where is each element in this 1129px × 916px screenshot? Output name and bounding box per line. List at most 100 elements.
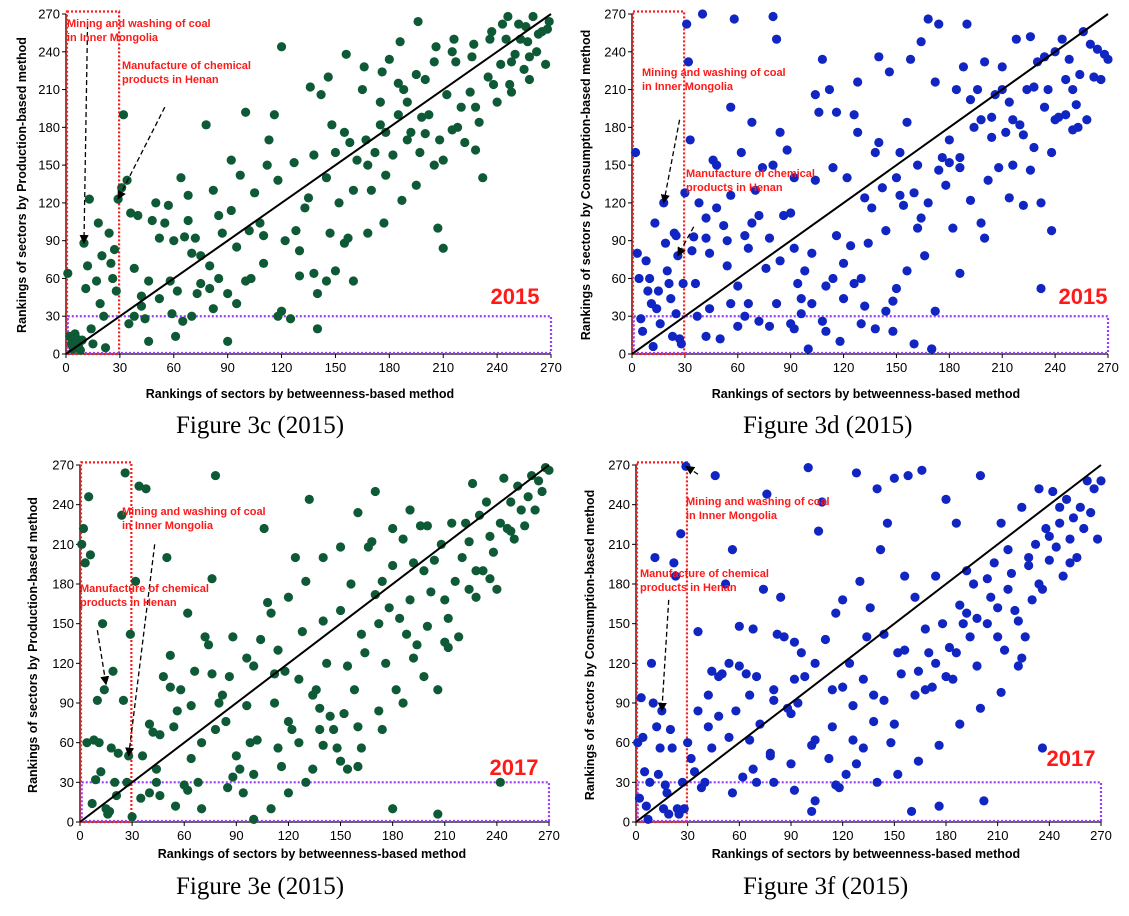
data-point (653, 286, 664, 296)
data-point (401, 629, 412, 639)
data-point (1082, 115, 1092, 125)
data-point (1046, 225, 1057, 236)
data-point (715, 334, 725, 344)
data-point (860, 301, 870, 311)
data-point (1003, 545, 1013, 555)
data-point (685, 135, 695, 145)
data-point (155, 730, 165, 740)
data-point (273, 175, 283, 185)
data-point (660, 780, 670, 790)
data-point (391, 685, 401, 695)
data-point (129, 311, 139, 321)
data-point (853, 127, 863, 137)
scatter-chart-4: 00 30 30 60 60 90 90 120 120 150 150 180 180 210 210 24… (583, 458, 1112, 862)
data-point (972, 661, 982, 671)
data-point (91, 276, 102, 286)
data-point (748, 764, 758, 774)
data-point (726, 299, 736, 309)
y-axis-title: Rankings of sectors by Consumption-based… (583, 490, 597, 800)
data-point (820, 634, 831, 645)
data-point (426, 587, 436, 597)
y-tick-label: 180 (604, 120, 626, 135)
data-point (176, 685, 186, 695)
x-tick-label: 180 (378, 360, 400, 375)
data-point (930, 77, 940, 87)
data-point (294, 271, 305, 281)
x-tick-label: 120 (833, 360, 855, 375)
data-point (190, 666, 200, 676)
data-point (474, 117, 484, 127)
data-point (228, 772, 238, 782)
data-point (187, 311, 197, 321)
data-point (411, 69, 421, 80)
data-point (1065, 534, 1075, 544)
data-point (520, 521, 530, 531)
data-point (1085, 39, 1095, 49)
data-point (443, 613, 453, 623)
data-point (190, 233, 200, 243)
data-point (187, 248, 197, 258)
data-point (789, 785, 800, 795)
data-point (842, 173, 852, 183)
x-tick-label: 150 (883, 828, 905, 843)
data-point (155, 790, 165, 801)
data-point (747, 218, 757, 228)
data-point (982, 574, 992, 584)
data-point (478, 566, 488, 576)
data-point (1011, 34, 1021, 44)
annotation-arrow (657, 599, 670, 712)
data-point (375, 97, 385, 107)
data-point (429, 555, 439, 565)
y-tick-label: 240 (52, 497, 74, 512)
data-point (183, 215, 193, 226)
data-point (398, 534, 408, 544)
data-point (1071, 100, 1081, 110)
data-point (650, 552, 660, 563)
data-point (976, 218, 986, 228)
data-point (1034, 484, 1044, 494)
data-point (851, 759, 862, 769)
data-point (406, 127, 416, 137)
data-point (226, 155, 236, 165)
data-point (1073, 122, 1083, 132)
y-tick-label: 90 (60, 696, 74, 711)
data-point (831, 231, 842, 241)
data-point (848, 735, 858, 745)
data-point (235, 170, 245, 180)
data-point (707, 743, 717, 753)
data-point (993, 632, 1003, 642)
x-tick-label: 0 (62, 360, 69, 375)
data-point (402, 135, 412, 145)
data-point (841, 769, 851, 780)
data-point (1008, 115, 1018, 125)
year-label: 2015 (491, 284, 540, 309)
data-point (821, 326, 831, 336)
data-point (701, 331, 711, 341)
data-point (951, 518, 961, 528)
data-point (464, 537, 474, 547)
data-point (867, 203, 877, 213)
data-point (1048, 486, 1058, 497)
data-point (636, 314, 646, 324)
data-point (294, 738, 304, 748)
data-point (889, 719, 899, 729)
x-tick-label: 210 (991, 360, 1013, 375)
data-point (91, 775, 101, 785)
data-point (757, 163, 768, 173)
data-point (170, 801, 181, 811)
data-point (294, 674, 304, 684)
data-point (208, 185, 218, 195)
data-point (1032, 57, 1043, 67)
top30-betweenness-box (79, 461, 133, 824)
data-point (786, 759, 796, 769)
x-tick-label: 90 (783, 360, 797, 375)
data-point (982, 619, 992, 629)
data-point (687, 246, 697, 256)
y-tick-label: 270 (38, 7, 60, 22)
data-point (712, 160, 722, 170)
y-tick-label: 210 (38, 82, 60, 97)
data-point (345, 137, 355, 148)
data-point (722, 261, 732, 271)
data-point (958, 619, 968, 629)
data-point (701, 213, 711, 223)
